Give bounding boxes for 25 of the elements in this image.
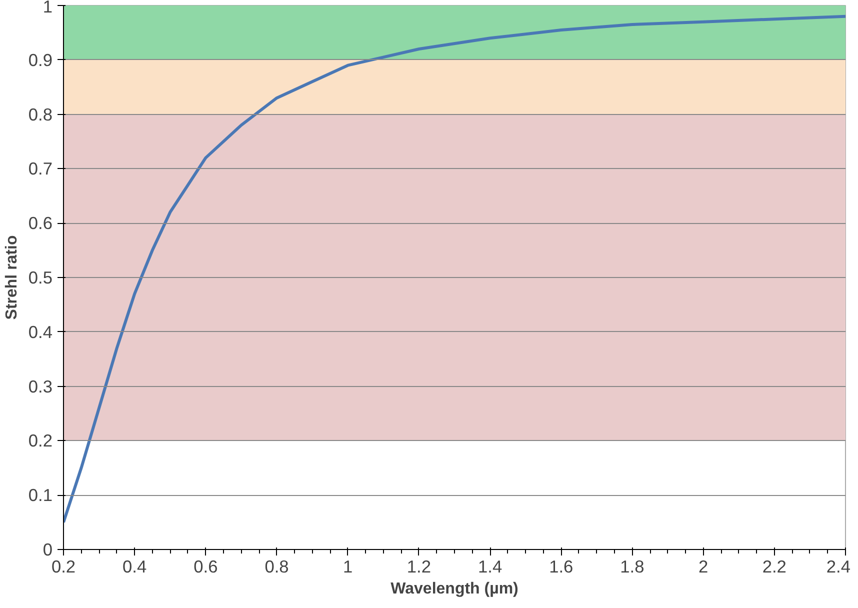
x-tick-label: 0.4: [122, 556, 147, 576]
x-tick-label: 1.6: [549, 556, 574, 576]
line-series: [64, 14, 846, 524]
y-tick-label: 0.9: [28, 50, 53, 70]
y-tick-label: 0.8: [28, 104, 53, 124]
y-tick-label: 0.7: [28, 158, 53, 179]
x-tick-label: 1: [343, 556, 353, 576]
y-tick-label: 0: [42, 540, 53, 560]
x-axis-title: Wavelength (µm): [390, 580, 518, 598]
x-tick-label: 0.6: [194, 556, 218, 576]
y-tick-label: 0.3: [28, 376, 53, 396]
y-tick-label: 0.6: [28, 213, 53, 234]
x-tick-label: 2.2: [762, 556, 786, 576]
x-tick-label: 2.4: [826, 556, 851, 576]
y-axis-title: Strehl ratio: [3, 235, 20, 320]
y-tick-label: 0.2: [28, 430, 53, 451]
x-tick-label: 1.4: [478, 556, 502, 576]
x-tick-label: 1.2: [406, 556, 432, 576]
y-tick-label: 0.4: [28, 322, 53, 342]
x-tick-label: 0.8: [264, 556, 289, 576]
x-tick-label: 1.8: [620, 556, 644, 576]
y-tick-label: 1: [42, 0, 53, 16]
y-tick-label: 0.5: [28, 268, 53, 288]
y-tick-label: 0.1: [28, 485, 53, 506]
x-tick-label: 2: [698, 556, 708, 576]
